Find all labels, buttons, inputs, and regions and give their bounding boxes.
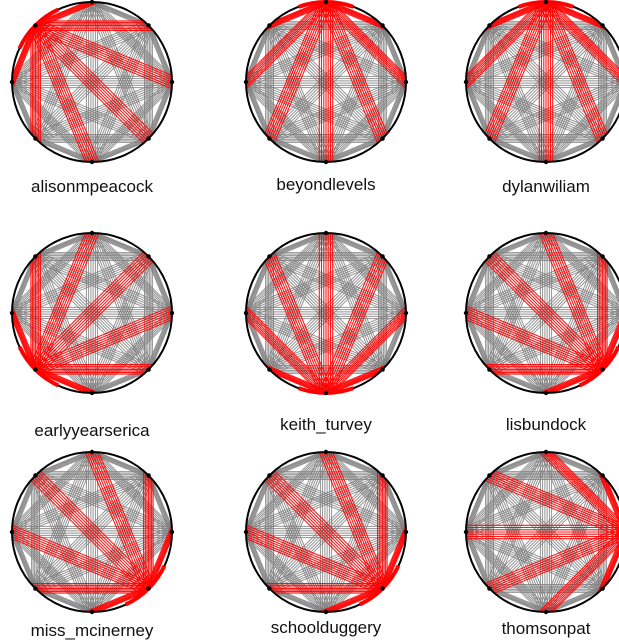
network-node xyxy=(600,136,604,140)
network-node xyxy=(146,586,150,590)
network-node xyxy=(404,80,408,84)
network-node xyxy=(244,530,248,534)
network-node xyxy=(33,254,37,258)
network-node xyxy=(146,23,150,27)
panel-label: miss_mcinerney xyxy=(31,621,154,640)
network-node xyxy=(244,311,248,315)
panel-label: beyondlevels xyxy=(276,175,375,194)
network-node xyxy=(90,160,94,164)
network-node xyxy=(380,367,384,371)
network-node xyxy=(324,231,328,235)
network-node xyxy=(267,136,271,140)
network-node xyxy=(10,80,14,84)
network-node xyxy=(464,530,468,534)
network-node xyxy=(404,530,408,534)
network-node xyxy=(324,160,328,164)
network-node xyxy=(380,473,384,477)
panel-label: alisonmpeacock xyxy=(31,177,153,196)
panel-label: dylanwiliam xyxy=(502,177,590,196)
chord-panel-miss-mcinerney: miss_mcinerney xyxy=(10,450,174,640)
chord-panel-schoolduggery: schoolduggery xyxy=(244,450,408,637)
network-node xyxy=(464,311,468,315)
network-node xyxy=(544,231,548,235)
network-node xyxy=(33,473,37,477)
network-node xyxy=(404,311,408,315)
network-node xyxy=(380,254,384,258)
network-node xyxy=(90,610,94,614)
network-node xyxy=(146,367,150,371)
chord-panel-earlyyearserica: earlyyearserica xyxy=(10,231,174,440)
network-node xyxy=(487,254,491,258)
panel-label: lisbundock xyxy=(506,415,587,434)
network-node xyxy=(487,586,491,590)
network-node xyxy=(170,311,174,315)
chord-panel-dylanwiliam: dylanwiliam xyxy=(464,0,619,196)
network-node xyxy=(544,160,548,164)
chord-panel-beyondlevels: beyondlevels xyxy=(244,0,408,194)
network-node xyxy=(600,254,604,258)
network-node xyxy=(544,0,548,4)
network-node xyxy=(487,136,491,140)
network-node xyxy=(267,23,271,27)
network-node xyxy=(324,450,328,454)
network-node xyxy=(170,80,174,84)
chord-panel-lisbundock: lisbundock xyxy=(464,231,619,434)
network-node xyxy=(380,136,384,140)
network-node xyxy=(464,80,468,84)
network-node xyxy=(487,367,491,371)
network-node xyxy=(544,391,548,395)
network-node xyxy=(267,586,271,590)
network-node xyxy=(267,254,271,258)
panel-label: schoolduggery xyxy=(271,618,382,637)
panel-label: earlyyearserica xyxy=(34,421,150,440)
network-node xyxy=(487,473,491,477)
network-node xyxy=(170,530,174,534)
network-node xyxy=(267,473,271,477)
network-node xyxy=(244,80,248,84)
network-node xyxy=(544,610,548,614)
network-node xyxy=(33,23,37,27)
network-node xyxy=(600,23,604,27)
chord-panel-keith-turvey: keith_turvey xyxy=(244,231,408,434)
chord-panel-alisonmpeacock: alisonmpeacock xyxy=(10,0,174,196)
network-node xyxy=(324,391,328,395)
network-node xyxy=(324,0,328,4)
network-node xyxy=(380,23,384,27)
network-node xyxy=(146,254,150,258)
network-node xyxy=(600,473,604,477)
panel-label: thomsonpat xyxy=(502,619,591,638)
network-node xyxy=(324,610,328,614)
network-node xyxy=(90,391,94,395)
network-node xyxy=(10,311,14,315)
network-node xyxy=(600,586,604,590)
network-node xyxy=(90,0,94,4)
panel-label: keith_turvey xyxy=(280,415,372,434)
network-node xyxy=(146,473,150,477)
network-node xyxy=(600,367,604,371)
network-node xyxy=(33,367,37,371)
network-node xyxy=(146,136,150,140)
network-node xyxy=(90,450,94,454)
network-node xyxy=(267,367,271,371)
network-node xyxy=(90,231,94,235)
chord-panel-thomsonpat: thomsonpat xyxy=(464,450,619,638)
network-node xyxy=(380,586,384,590)
network-node xyxy=(487,23,491,27)
network-node xyxy=(544,450,548,454)
network-node xyxy=(10,530,14,534)
network-node xyxy=(33,136,37,140)
network-node xyxy=(33,586,37,590)
